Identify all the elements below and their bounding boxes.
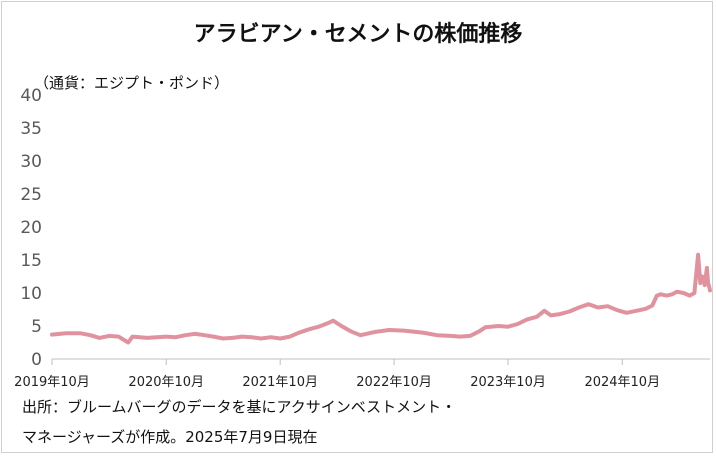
source-note-line-2: マネージャーズが作成。2025年7月9日現在	[22, 428, 318, 446]
x-tick-label: 2023年10月	[470, 375, 546, 390]
y-tick-label: 15	[20, 251, 42, 271]
x-axis-ticks: 2019年10月 2020年10月 2021年10月 2022年10月 2023年10月…	[14, 359, 660, 390]
source-note-line-1: 出所：ブルームバーグのデータを基にアクサインベストメント・	[22, 398, 457, 416]
x-tick-label: 2020年10月	[128, 375, 204, 390]
y-tick-label: 20	[20, 218, 42, 238]
x-tick-label: 2019年10月	[14, 375, 90, 390]
y-tick-label: 10	[20, 284, 42, 304]
y-axis-ticks: 0 5 10 15 20 25 30 35 40	[20, 86, 42, 370]
y-tick-label: 5	[31, 317, 42, 337]
currency-unit-label: （通貨：エジプト・ポンド）	[34, 74, 230, 92]
y-tick-label: 30	[20, 152, 42, 172]
y-tick-label: 25	[20, 185, 42, 205]
y-tick-label: 35	[20, 119, 42, 139]
chart-title: アラビアン・セメントの株価推移	[193, 22, 523, 47]
y-tick-label: 40	[20, 86, 42, 106]
y-tick-label: 0	[31, 350, 42, 370]
price-series-line	[50, 252, 712, 345]
x-tick-label: 2022年10月	[356, 375, 432, 390]
x-tick-label: 2021年10月	[242, 375, 318, 390]
x-tick-label: 2024年10月	[584, 375, 660, 390]
